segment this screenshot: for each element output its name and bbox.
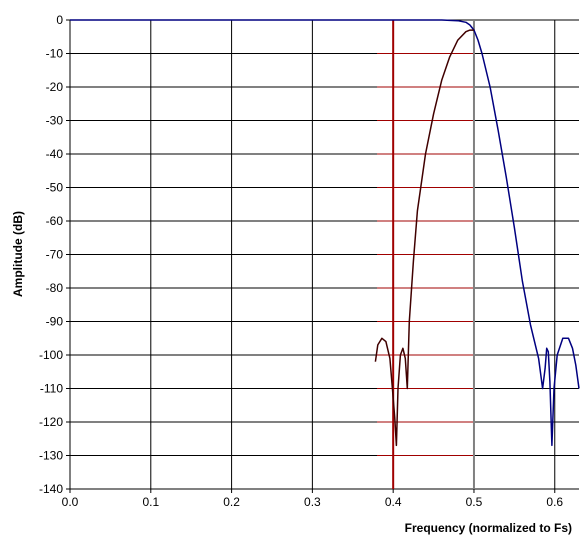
x-tick-label: 0.2 <box>223 495 240 509</box>
y-tick-label: -110 <box>40 382 63 396</box>
y-axis-ticks: 0 -10 -20 -30 -40 -50 -60 -70 -80 -90 -100 -110 -120… <box>39 13 70 496</box>
series-line-2 <box>374 29 474 447</box>
y-tick-label: -40 <box>46 147 64 161</box>
x-axis-label: Frequency (normalized to Fs) <box>405 521 572 535</box>
y-tick-label: -10 <box>46 47 64 61</box>
y-tick-label: -70 <box>46 248 64 262</box>
x-tick-label: 0.1 <box>142 495 159 509</box>
y-tick-label: -20 <box>46 80 64 94</box>
marker-lines <box>392 20 475 489</box>
series-line-1 <box>70 19 580 447</box>
series-group <box>70 19 580 447</box>
x-tick-label: 0.4 <box>385 495 402 509</box>
x-tick-label: 0.5 <box>466 495 483 509</box>
y-tick-label: -100 <box>39 348 63 362</box>
y-tick-label: -130 <box>39 449 63 463</box>
y-axis-label: Amplitude (dB) <box>11 211 25 297</box>
y-tick-label: 0 <box>56 13 63 27</box>
x-axis-ticks: 0.0 0.1 0.2 0.3 0.4 0.5 0.6 <box>62 489 563 509</box>
y-tick-label: -30 <box>46 114 64 128</box>
y-tick-label: -60 <box>46 214 64 228</box>
x-tick-label: 0.6 <box>546 495 563 509</box>
y-tick-label: -90 <box>46 315 64 329</box>
x-tick-label: 0.3 <box>304 495 321 509</box>
y-tick-label: -80 <box>46 281 64 295</box>
x-tick-label: 0.0 <box>62 495 79 509</box>
y-tick-label: -120 <box>39 415 63 429</box>
y-tick-label: -140 <box>39 482 63 496</box>
y-tick-label: -50 <box>46 181 64 195</box>
